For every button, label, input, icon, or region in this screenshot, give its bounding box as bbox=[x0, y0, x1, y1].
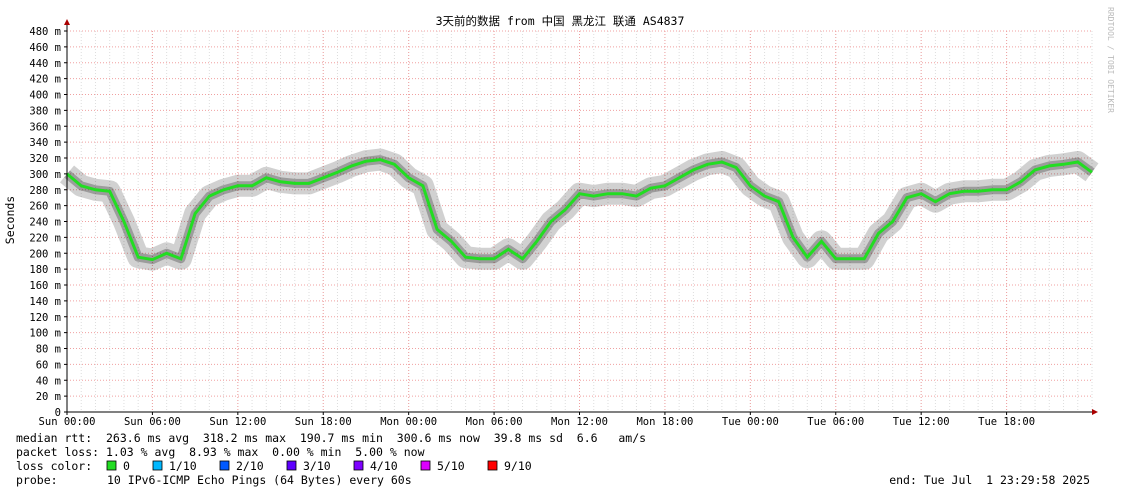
plot-area: 0 20 m 40 m 60 m 80 m 100 m 120 m 140 m 160 m 180… bbox=[29, 26, 1099, 428]
x-tick-label: Tue 18:00 bbox=[978, 416, 1035, 428]
y-axis-label: Seconds bbox=[3, 196, 17, 244]
loss-label: loss color: bbox=[16, 459, 92, 473]
loss-swatch bbox=[420, 460, 431, 471]
y-tick-label: 280 m bbox=[29, 185, 61, 197]
loss-swatch bbox=[219, 460, 230, 471]
y-tick-label: 420 m bbox=[29, 74, 61, 86]
y-tick-label: 60 m bbox=[36, 359, 61, 371]
loss-name: 3/10 bbox=[303, 459, 331, 473]
y-tick-label: 40 m bbox=[36, 375, 61, 387]
side-note: RRDTOOL / TOBI OETIKER bbox=[1106, 7, 1115, 113]
y-tick-label: 120 m bbox=[29, 312, 61, 324]
y-tick-label: 320 m bbox=[29, 153, 61, 165]
x-tick-label: Mon 00:00 bbox=[380, 416, 437, 428]
loss-swatch bbox=[353, 460, 364, 471]
y-tick-label: 480 m bbox=[29, 26, 61, 38]
loss-name: 0 bbox=[123, 459, 130, 473]
y-tick-label: 180 m bbox=[29, 264, 61, 276]
x-tick-label: Tue 06:00 bbox=[807, 416, 864, 428]
chart-title: 3天前的数据 from 中国 黑龙江 联通 AS4837 bbox=[436, 14, 685, 28]
y-tick-label: 260 m bbox=[29, 201, 61, 213]
stats-line: packet loss: 1.03 % avg 8.93 % max 0.00 … bbox=[16, 445, 425, 459]
y-tick-label: 300 m bbox=[29, 169, 61, 181]
loss-legend: 0 1/10 2/10 3/10 4/10 5/10 9/10 bbox=[106, 459, 532, 473]
y-tick-label: 240 m bbox=[29, 217, 61, 229]
x-tick-label: Tue 12:00 bbox=[893, 416, 950, 428]
y-tick-label: 0 bbox=[55, 407, 61, 419]
y-tick-label: 460 m bbox=[29, 42, 61, 54]
y-tick-label: 100 m bbox=[29, 328, 61, 340]
y-tick-label: 220 m bbox=[29, 232, 61, 244]
loss-name: 2/10 bbox=[236, 459, 264, 473]
x-tick-label: Sun 06:00 bbox=[124, 416, 181, 428]
stats-line: median rtt: 263.6 ms avg 318.2 ms max 19… bbox=[16, 431, 646, 445]
loss-swatch bbox=[106, 460, 117, 471]
loss-swatch bbox=[286, 460, 297, 471]
y-tick-label: 80 m bbox=[36, 344, 61, 356]
y-tick-label: 140 m bbox=[29, 296, 61, 308]
x-tick-label: Sun 00:00 bbox=[39, 416, 96, 428]
x-tick-label: Mon 12:00 bbox=[551, 416, 608, 428]
loss-name: 9/10 bbox=[504, 459, 532, 473]
y-tick-label: 400 m bbox=[29, 90, 61, 102]
loss-swatch bbox=[152, 460, 163, 471]
loss-swatch bbox=[487, 460, 498, 471]
end-time: end: Tue Jul 1 23:29:58 2025 bbox=[889, 473, 1090, 487]
y-arrow bbox=[64, 19, 70, 25]
y-tick-label: 440 m bbox=[29, 58, 61, 70]
y-tick-label: 340 m bbox=[29, 137, 61, 149]
x-tick-label: Sun 12:00 bbox=[209, 416, 266, 428]
x-arrow bbox=[1092, 409, 1098, 415]
probe-label: probe: bbox=[16, 473, 58, 487]
loss-name: 5/10 bbox=[437, 459, 465, 473]
y-tick-label: 20 m bbox=[36, 391, 61, 403]
probe: 10 IPv6-ICMP Echo Pings (64 Bytes) every… bbox=[107, 473, 412, 487]
x-tick-label: Tue 00:00 bbox=[722, 416, 779, 428]
x-tick-label: Sun 18:00 bbox=[295, 416, 352, 428]
y-tick-label: 200 m bbox=[29, 248, 61, 260]
loss-name: 4/10 bbox=[370, 459, 398, 473]
y-tick-label: 360 m bbox=[29, 121, 61, 133]
x-tick-label: Mon 18:00 bbox=[636, 416, 693, 428]
y-tick-label: 160 m bbox=[29, 280, 61, 292]
x-tick-label: Mon 06:00 bbox=[466, 416, 523, 428]
loss-name: 1/10 bbox=[169, 459, 197, 473]
y-tick-label: 380 m bbox=[29, 105, 61, 117]
median-line bbox=[66, 158, 1093, 262]
